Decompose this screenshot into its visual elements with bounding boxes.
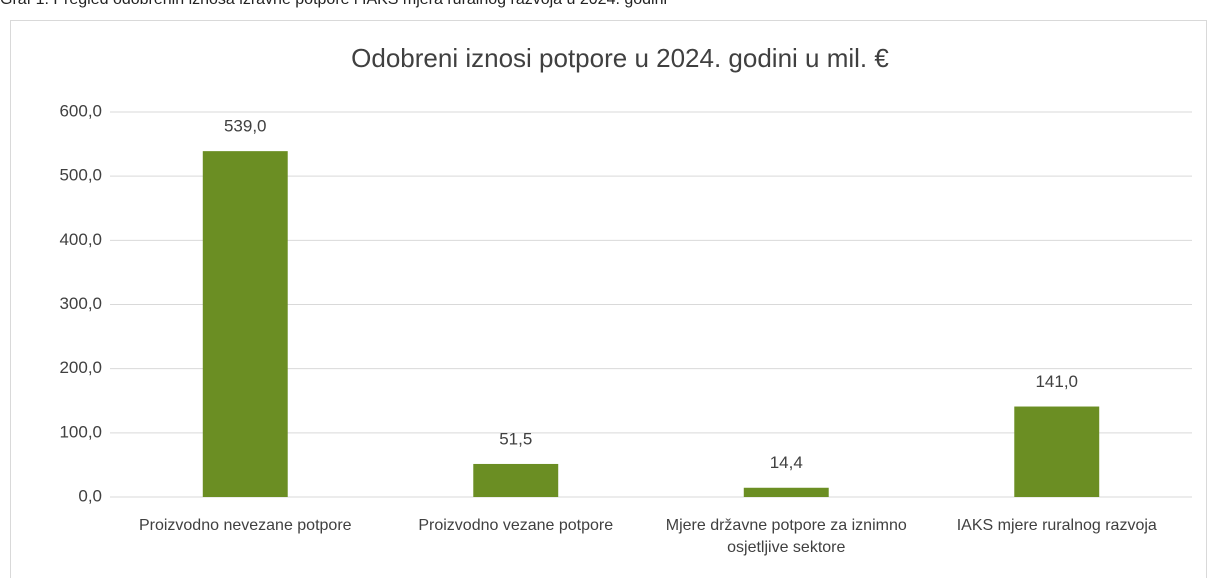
data-label: 51,5: [499, 429, 532, 448]
y-tick-label: 300,0: [59, 294, 102, 313]
x-tick-label: Proizvodno vezane potpore: [418, 517, 614, 534]
y-tick-label: 200,0: [59, 358, 102, 377]
data-label: 539,0: [224, 117, 267, 136]
bar: [202, 151, 288, 497]
y-tick-label: 100,0: [59, 422, 102, 441]
bar: [1014, 406, 1100, 497]
chart-title: Odobreni iznosi potpore u 2024. godini u…: [351, 43, 889, 73]
bar: [473, 463, 559, 497]
y-tick-label: 600,0: [59, 101, 102, 120]
y-tick-label: 400,0: [59, 230, 102, 249]
x-tick-label: Proizvodno nevezane potpore: [138, 517, 352, 534]
x-tick-label: Mjere državne potpore za iznimno osjetlj…: [665, 517, 907, 556]
bar: [743, 487, 829, 497]
y-tick-label: 0,0: [78, 486, 102, 505]
x-tick-label: IAKS mjere ruralnog razvoja: [956, 517, 1157, 534]
data-label: 14,4: [770, 453, 803, 472]
y-tick-label: 500,0: [59, 166, 102, 185]
caption: Graf 1. Pregled odobrenih iznosa izravne…: [0, 0, 667, 9]
data-label: 141,0: [1035, 372, 1078, 391]
